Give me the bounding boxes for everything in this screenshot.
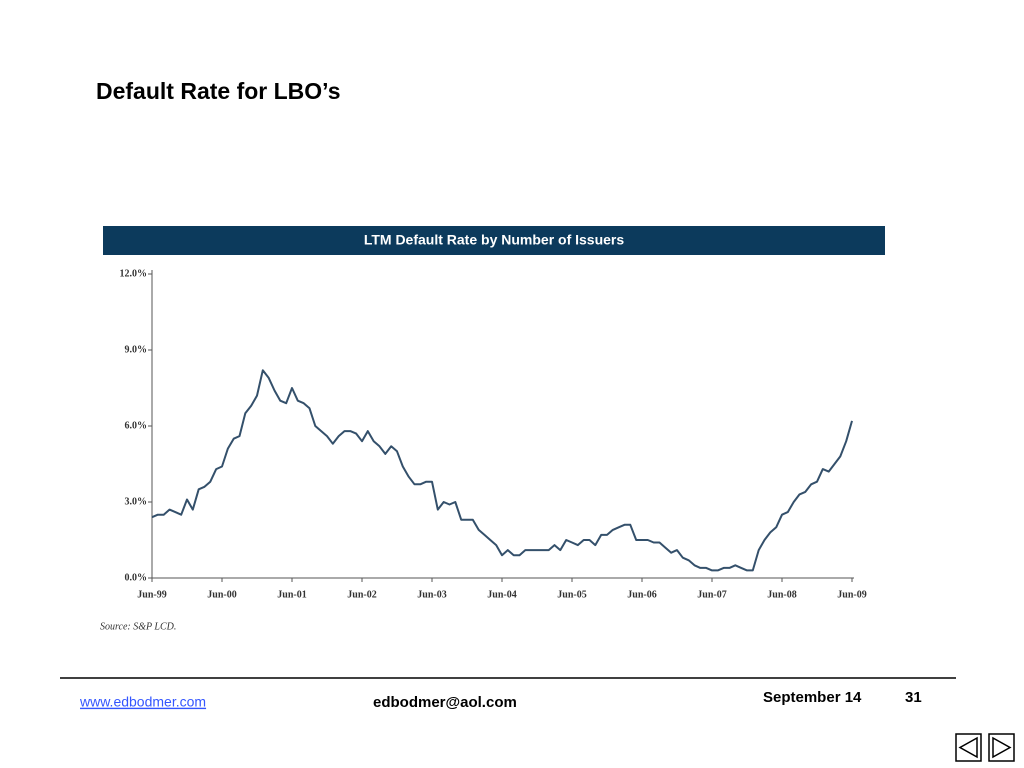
source-note: Source: S&P LCD.: [100, 621, 176, 632]
x-tick-label: Jun-01: [277, 589, 306, 600]
slide-title: Default Rate for LBO’s: [96, 78, 341, 104]
x-tick-label: Jun-00: [207, 589, 236, 600]
x-tick-label: Jun-07: [697, 589, 726, 600]
x-tick-label: Jun-99: [137, 589, 166, 600]
x-tick-label: Jun-05: [557, 589, 586, 600]
x-tick-label: Jun-06: [627, 589, 656, 600]
email: edbodmer@aol.com: [373, 694, 517, 711]
y-tick-label: 3.0%: [125, 496, 148, 507]
x-tick-label: Jun-09: [837, 589, 866, 600]
date: September 14: [763, 689, 862, 706]
website-link[interactable]: www.edbodmer.com: [79, 694, 206, 710]
x-tick-label: Jun-03: [417, 589, 446, 600]
page-number: 31: [905, 689, 922, 706]
chart-title: LTM Default Rate by Number of Issuers: [364, 232, 625, 248]
x-tick-label: Jun-08: [767, 589, 796, 600]
y-tick-label: 0.0%: [125, 572, 148, 583]
y-tick-label: 9.0%: [125, 344, 148, 355]
prev-button[interactable]: [955, 733, 982, 762]
y-tick-label: 12.0%: [120, 268, 148, 279]
data-line: [151, 369, 853, 572]
x-tick-label: Jun-02: [347, 589, 376, 600]
chart-header: [103, 226, 885, 255]
next-button[interactable]: [988, 733, 1015, 762]
x-tick-label: Jun-04: [487, 589, 516, 600]
y-tick-label: 6.0%: [125, 420, 148, 431]
